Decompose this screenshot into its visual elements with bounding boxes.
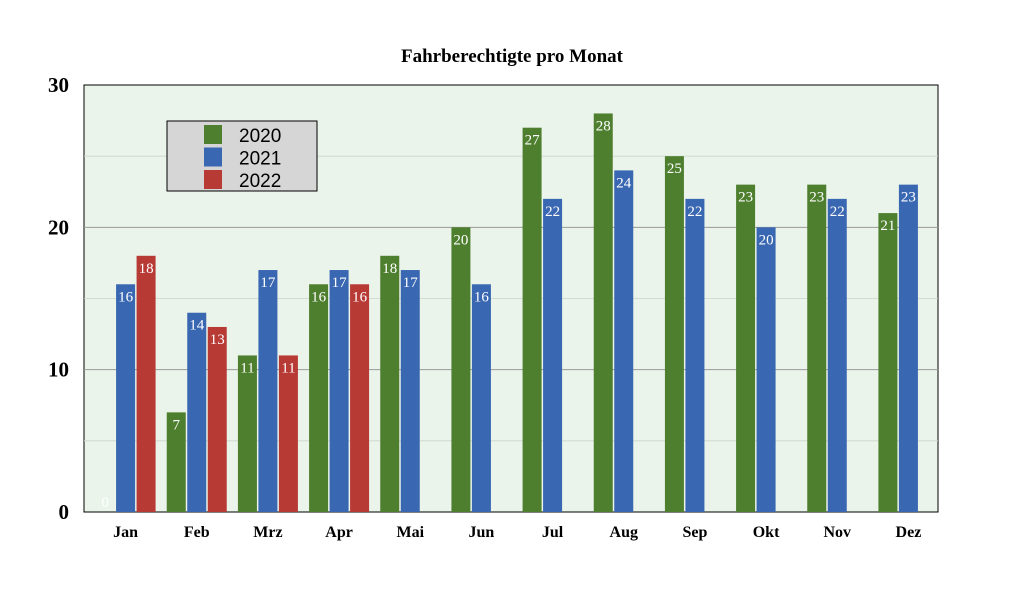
x-tick-label: Mrz (253, 524, 282, 541)
bar-2020-Dez (878, 213, 898, 512)
bar-2022-Mrz (278, 355, 298, 512)
bar-2022-Jan (136, 255, 156, 513)
bar-2020-Apr (309, 284, 329, 512)
legend-swatch-2020 (204, 125, 222, 144)
legend-swatch-2022 (204, 170, 222, 189)
bar-2021-Mrz (258, 270, 278, 512)
bar-value-label: 25 (667, 161, 682, 177)
y-tick-label: 20 (48, 215, 69, 239)
bar-value-label: 18 (139, 261, 154, 277)
x-tick-label: Sep (682, 524, 707, 541)
bar-value-label: 28 (596, 118, 611, 134)
bar-value-label: 17 (332, 275, 348, 291)
bar-value-label: 22 (545, 204, 560, 220)
x-tick-label: Aug (610, 524, 638, 541)
bar-2021-Mai (400, 270, 420, 512)
legend-label-2022: 2022 (239, 171, 281, 192)
x-tick-label: Okt (753, 524, 780, 541)
bar-value-label: 16 (311, 289, 327, 305)
bar-2020-Mrz (237, 355, 257, 512)
bars (116, 113, 918, 513)
bar-value-label: 23 (901, 190, 916, 206)
bar-value-label: 27 (525, 133, 541, 149)
x-tick-label: Dez (896, 524, 922, 541)
bar-value-label: 24 (616, 175, 632, 191)
bar-2021-Jul (543, 198, 563, 512)
y-axis: 0 10 20 30 (48, 73, 69, 524)
bar-2020-Jul (522, 127, 542, 512)
bar-2022-Feb (207, 326, 227, 512)
bar-2021-Sep (685, 198, 705, 512)
x-tick-label: Apr (325, 524, 353, 541)
bar-2020-Jun (451, 227, 471, 513)
bar-2021-Aug (614, 170, 634, 512)
bar-value-label: 16 (352, 289, 368, 305)
bar-value-label: 20 (759, 232, 774, 248)
legend-swatch-2021 (204, 147, 222, 167)
bar-value-label: 17 (403, 275, 419, 291)
bar-value-label: 13 (210, 332, 225, 348)
bar-value-label: 18 (382, 261, 397, 277)
legend-label-2020: 2020 (239, 126, 281, 147)
bar-value-labels: 0161871413111711161716181720162722282425… (101, 118, 916, 511)
y-tick-label: 10 (48, 358, 69, 382)
bar-value-label: 23 (738, 190, 753, 206)
bar-2020-Nov (807, 184, 827, 512)
bar-2021-Feb (187, 312, 207, 512)
bar-2020-Mai (380, 255, 400, 513)
x-tick-label: Nov (823, 524, 851, 541)
bar-2021-Apr (329, 270, 349, 512)
bar-2020-Sep (664, 156, 684, 512)
chart-title: Fahrberechtigte pro Monat (401, 46, 624, 67)
bar-value-label: 11 (240, 360, 254, 376)
x-tick-label: Feb (184, 524, 210, 541)
bar-value-label: 23 (809, 190, 824, 206)
bar-value-label: 14 (189, 318, 205, 334)
bar-2020-Okt (736, 184, 756, 512)
x-tick-label: Mai (396, 524, 424, 541)
bar-value-label: 22 (830, 204, 845, 220)
y-tick-label: 30 (48, 73, 69, 97)
bar-value-label: 16 (118, 289, 134, 305)
legend-box (166, 120, 318, 192)
bar-2022-Apr (350, 284, 370, 512)
bar-value-label: 17 (260, 275, 276, 291)
bar-value-label: 11 (281, 360, 295, 376)
x-tick-label: Jan (113, 524, 138, 541)
bar-2021-Okt (756, 227, 776, 513)
legend-label-2021: 2021 (239, 149, 281, 170)
bar-2020-Aug (593, 113, 613, 512)
x-tick-label: Jun (469, 524, 495, 541)
x-tick-label: Jul (542, 524, 564, 541)
x-axis: Jan Feb Mrz Apr Mai Jun Jul Aug Sep Okt Nov Dez (113, 524, 921, 541)
bar-2020-Feb (166, 412, 186, 512)
bar-2021-Jan (116, 284, 136, 512)
bar-value-label: 20 (453, 232, 468, 248)
bar-2021-Nov (827, 198, 847, 512)
bar-value-label: 22 (687, 204, 702, 220)
bar-value-label: 0 (101, 495, 109, 511)
bar-value-label: 21 (880, 218, 895, 234)
bar-2021-Dez (898, 184, 918, 512)
bar-value-label: 7 (173, 417, 181, 433)
bar-2021-Jun (471, 284, 491, 512)
y-tick-label: 0 (59, 500, 70, 524)
bar-value-label: 16 (474, 289, 490, 305)
